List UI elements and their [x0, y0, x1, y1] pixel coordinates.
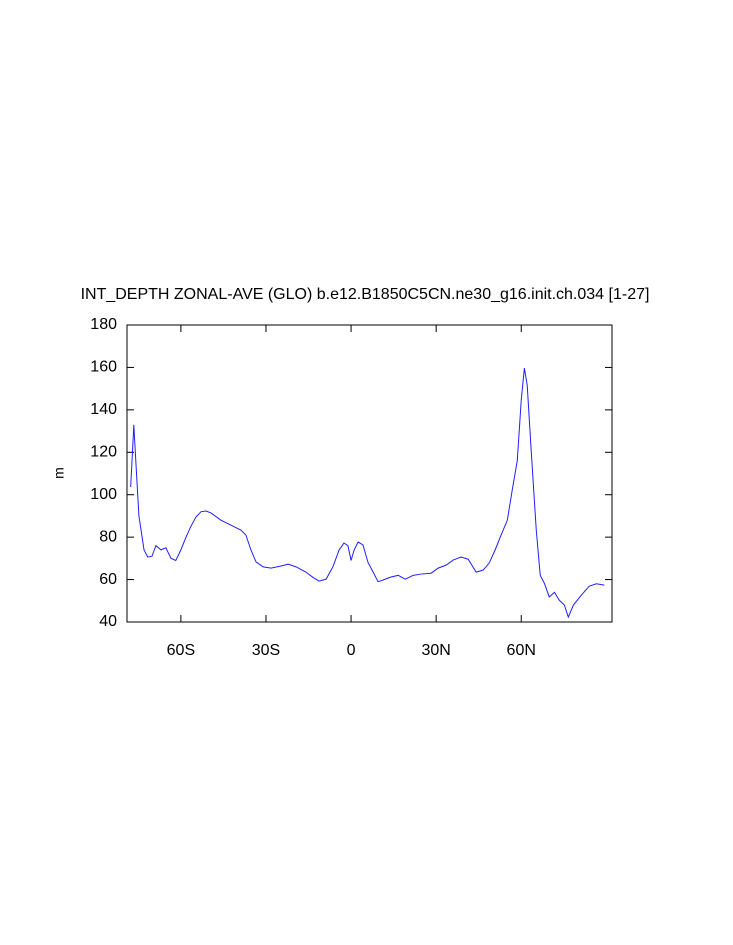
y-tick-label: 80 — [99, 528, 117, 545]
plot-frame — [126, 324, 613, 623]
y-axis-label: m — [51, 467, 67, 479]
x-tick-label: 30S — [252, 642, 280, 659]
y-tick-label: 40 — [99, 613, 117, 630]
y-tick-label: 140 — [90, 401, 117, 418]
x-tick-label: 60N — [507, 642, 536, 659]
chart-title: INT_DEPTH ZONAL-AVE (GLO) b.e12.B1850C5C… — [81, 286, 650, 303]
y-tick-label: 60 — [99, 571, 117, 588]
y-tick-label: 180 — [90, 316, 117, 333]
y-tick-label: 120 — [90, 444, 117, 461]
data-line — [130, 367, 605, 619]
x-tick-label: 0 — [347, 642, 356, 659]
x-tick-label: 30N — [421, 642, 450, 659]
y-tick-label: 100 — [90, 486, 117, 503]
x-tick-label: 60S — [167, 642, 195, 659]
y-tick-label: 160 — [90, 359, 117, 376]
